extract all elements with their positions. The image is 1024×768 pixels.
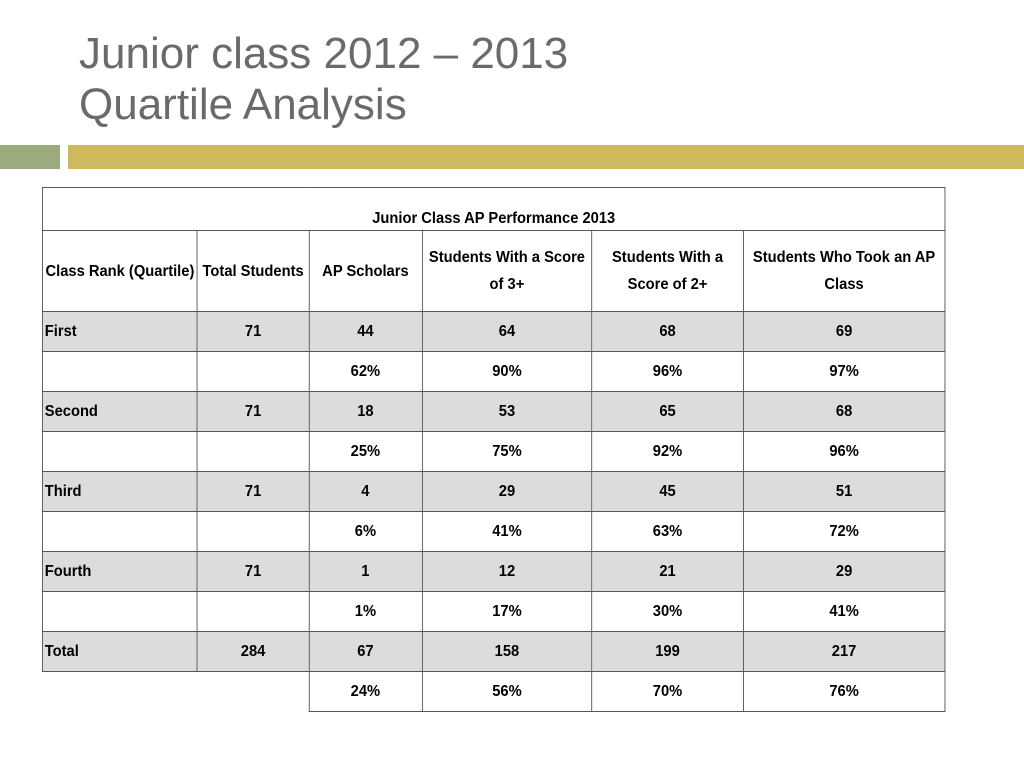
- took-pct-cell: 72%: [742, 511, 946, 552]
- table-row: 1% 17% 30% 41%: [41, 591, 946, 632]
- score2-pct-cell: 70%: [591, 671, 744, 712]
- table-row: Second 71 18 53 65 68: [41, 391, 946, 432]
- score2-cell: 45: [591, 471, 744, 512]
- rank-cell: Total: [41, 631, 198, 672]
- empty-cell: [196, 591, 310, 632]
- took-cell: 69: [742, 311, 946, 352]
- took-pct-cell: 96%: [742, 431, 946, 472]
- score3-pct-cell: 56%: [421, 671, 593, 712]
- score3-cell: 158: [421, 631, 593, 672]
- score3-cell: 12: [421, 551, 593, 592]
- slide-title-line-1: Junior class 2012 – 2013: [79, 29, 569, 78]
- scholars-pct-cell: 1%: [308, 591, 423, 632]
- header-score-2-plus: Students With a Score of 2+: [591, 230, 744, 312]
- empty-cell: [196, 511, 310, 552]
- rank-cell: First: [41, 311, 198, 352]
- header-class-rank: Class Rank (Quartile): [41, 230, 198, 312]
- table-row: Fourth 71 1 12 21 29: [41, 551, 946, 592]
- accent-bar-green: [0, 145, 60, 169]
- scholars-pct-cell: 24%: [308, 671, 423, 712]
- table-row: 62% 90% 96% 97%: [41, 351, 946, 392]
- total-cell: 71: [196, 391, 310, 432]
- rank-cell: Third: [41, 471, 198, 512]
- rank-cell: Second: [41, 391, 198, 432]
- score3-pct-cell: 75%: [421, 431, 593, 472]
- total-cell: 71: [196, 551, 310, 592]
- empty-cell: [197, 672, 308, 712]
- header-took-ap-class: Students Who Took an AP Class: [742, 230, 946, 312]
- took-pct-cell: 97%: [742, 351, 946, 392]
- score2-pct-cell: 30%: [591, 591, 744, 632]
- slide-title: Junior class 2012 – 2013 Quartile Analys…: [79, 28, 568, 130]
- took-pct-cell: 76%: [742, 671, 946, 712]
- took-cell: 217: [742, 631, 946, 672]
- score3-pct-cell: 17%: [421, 591, 593, 632]
- score3-cell: 64: [421, 311, 593, 352]
- table-caption-row: Junior Class AP Performance 2013: [41, 187, 946, 231]
- score2-cell: 199: [591, 631, 744, 672]
- took-cell: 29: [742, 551, 946, 592]
- took-cell: 51: [742, 471, 946, 512]
- scholars-pct-cell: 6%: [308, 511, 423, 552]
- score3-pct-cell: 41%: [421, 511, 593, 552]
- took-cell: 68: [742, 391, 946, 432]
- accent-bar-gold: [68, 145, 1024, 169]
- scholars-cell: 67: [308, 631, 423, 672]
- scholars-pct-cell: 25%: [308, 431, 423, 472]
- header-ap-scholars: AP Scholars: [308, 230, 423, 312]
- score2-cell: 21: [591, 551, 744, 592]
- score2-pct-cell: 96%: [591, 351, 744, 392]
- empty-cell: [41, 431, 198, 472]
- scholars-cell: 4: [308, 471, 423, 512]
- ap-performance-table: Junior Class AP Performance 2013 Class R…: [41, 187, 946, 712]
- header-score-3-plus: Students With a Score of 3+: [421, 230, 593, 312]
- table-row: 25% 75% 92% 96%: [41, 431, 946, 472]
- scholars-cell: 44: [308, 311, 423, 352]
- empty-cell: [196, 351, 310, 392]
- score2-cell: 68: [591, 311, 744, 352]
- scholars-cell: 1: [308, 551, 423, 592]
- empty-cell: [41, 351, 198, 392]
- total-cell: 284: [196, 631, 310, 672]
- rank-cell: Fourth: [41, 551, 198, 592]
- scholars-cell: 18: [308, 391, 423, 432]
- score2-pct-cell: 92%: [591, 431, 744, 472]
- total-cell: 71: [196, 471, 310, 512]
- empty-cell: [42, 672, 197, 712]
- table-row: First 71 44 64 68 69: [41, 311, 946, 352]
- table-row: Third 71 4 29 45 51: [41, 471, 946, 512]
- header-total-students: Total Students: [196, 230, 310, 312]
- table-row: Total 284 67 158 199 217: [41, 631, 946, 672]
- table-caption: Junior Class AP Performance 2013: [41, 187, 946, 231]
- took-pct-cell: 41%: [742, 591, 946, 632]
- empty-cell: [196, 431, 310, 472]
- empty-cell: [41, 511, 198, 552]
- empty-cell: [41, 591, 198, 632]
- slide-title-line-2: Quartile Analysis: [79, 80, 407, 129]
- table-row: 24% 56% 70% 76%: [42, 671, 946, 712]
- score2-cell: 65: [591, 391, 744, 432]
- table-row: 6% 41% 63% 72%: [41, 511, 946, 552]
- total-cell: 71: [196, 311, 310, 352]
- score3-cell: 29: [421, 471, 593, 512]
- scholars-pct-cell: 62%: [308, 351, 423, 392]
- table-header-row: Class Rank (Quartile) Total Students AP …: [41, 230, 946, 312]
- score3-pct-cell: 90%: [421, 351, 593, 392]
- score3-cell: 53: [421, 391, 593, 432]
- score2-pct-cell: 63%: [591, 511, 744, 552]
